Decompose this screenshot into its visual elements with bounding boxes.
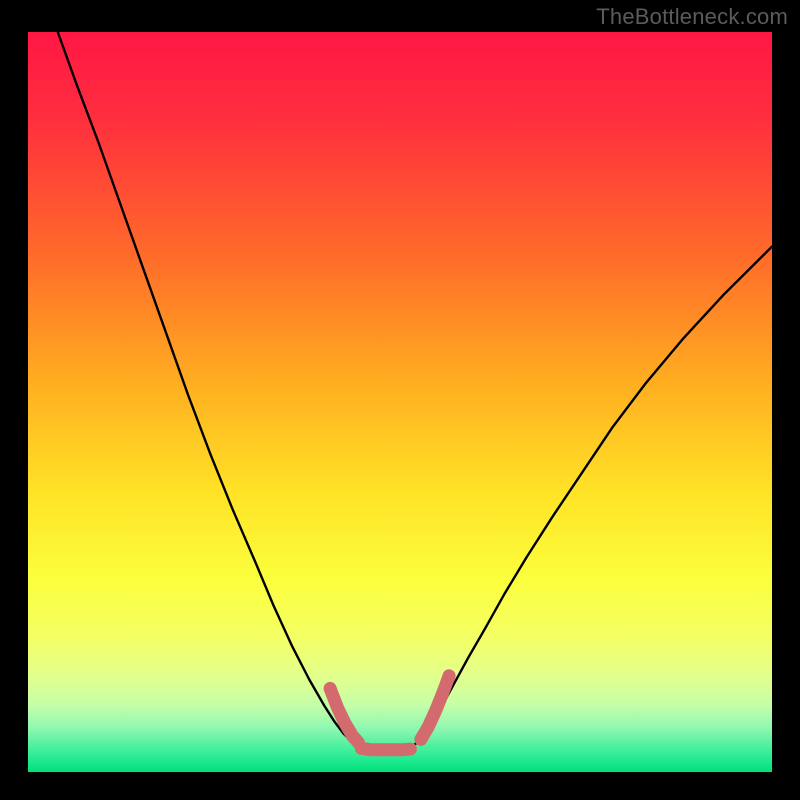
plot-svg bbox=[28, 32, 772, 772]
highlight-segment-1 bbox=[361, 748, 410, 749]
chart-container: TheBottleneck.com bbox=[0, 0, 800, 800]
watermark-text: TheBottleneck.com bbox=[596, 4, 788, 30]
plot-area bbox=[28, 32, 772, 772]
gradient-background bbox=[28, 32, 772, 772]
